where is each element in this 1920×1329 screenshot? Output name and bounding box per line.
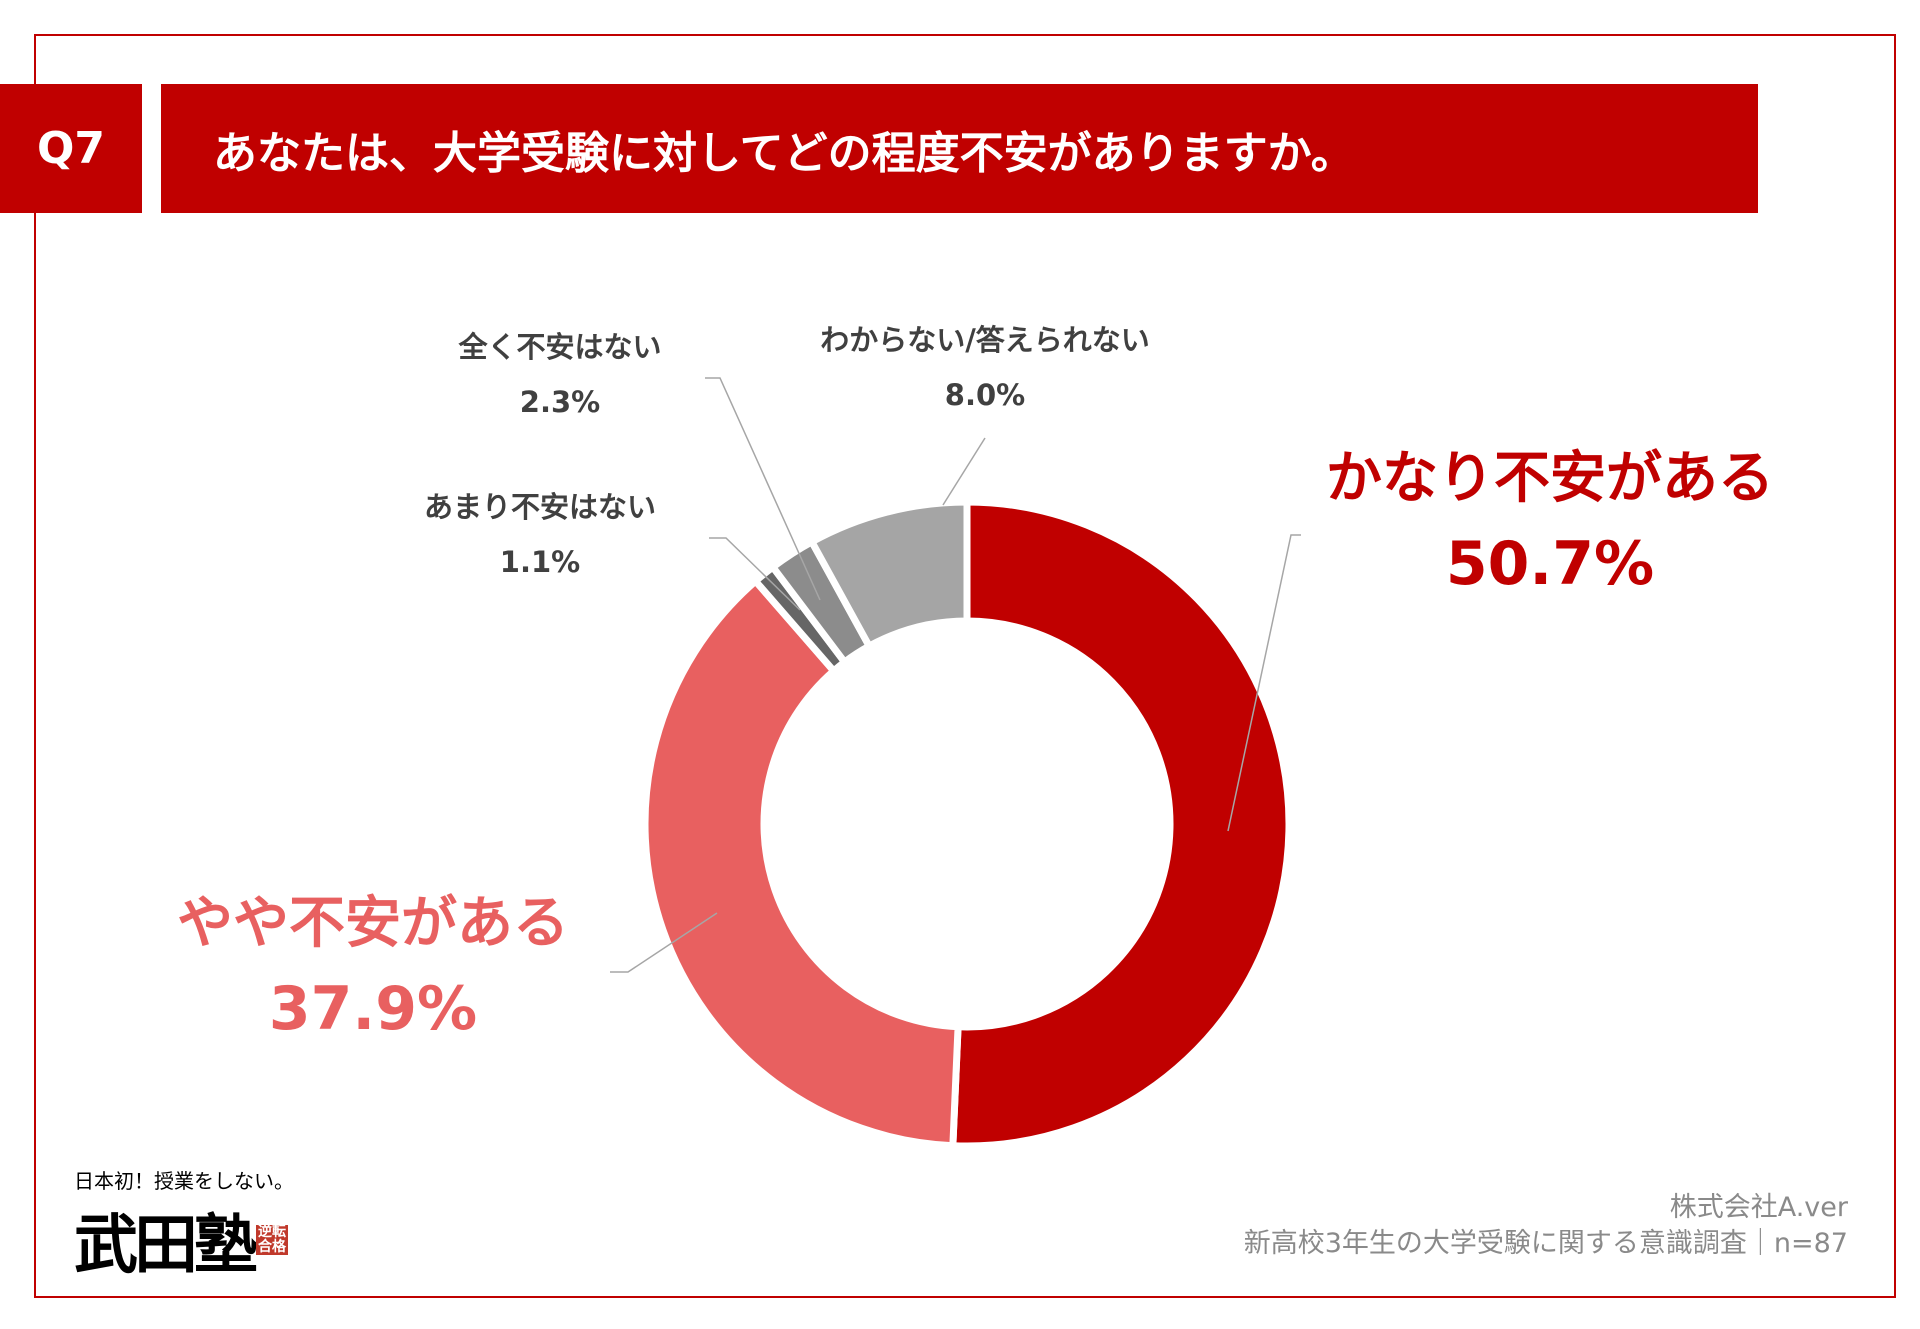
slice-value: 50.7% <box>1445 529 1655 600</box>
slide-frame <box>34 34 1896 1298</box>
leader-line-4 <box>942 437 986 506</box>
donut-slice-4 <box>807 498 971 651</box>
slice-label-3: 全く不安はない 2.3% <box>400 330 720 420</box>
slice-name: かなり不安がある <box>1326 446 1774 511</box>
slice-name: わからない/答えられない <box>820 323 1150 357</box>
slice-label-2: あまり不安はない 1.1% <box>380 490 700 580</box>
slice-name: あまり不安はない <box>423 490 656 524</box>
title-text: あなたは、大学受験に対してどの程度不安がありますか。 <box>213 127 1355 179</box>
slice-label-0: かなり不安がある 50.7% <box>1300 445 1800 600</box>
slice-label-1: やや不安がある 37.9% <box>123 890 623 1045</box>
leader-line-0 <box>1227 534 1301 832</box>
source-footer: 株式会社A.ver 新高校3年生の大学受験に関する意識調査｜n=87 <box>1244 1190 1848 1262</box>
donut-slice-1 <box>641 576 962 1150</box>
page-title: あなたは、大学受験に対してどの程度不安がありますか。 <box>161 84 1758 213</box>
leader-line-3 <box>705 377 821 601</box>
logo-tagline: 日本初！授業をしない。 <box>74 1169 294 1193</box>
brand-logo: 日本初！授業をしない。 武田塾 逆転合格 <box>74 1165 294 1286</box>
slice-value: 1.1% <box>499 544 581 579</box>
leader-line-2 <box>709 537 801 611</box>
question-number: Q7 <box>0 84 142 213</box>
slice-label-4: わからない/答えられない 8.0% <box>770 323 1200 413</box>
survey-info: 新高校3年生の大学受験に関する意識調査｜n=87 <box>1243 1228 1848 1259</box>
slice-name: やや不安がある <box>177 891 569 956</box>
slice-value: 2.3% <box>519 384 601 419</box>
slice-value: 37.9% <box>268 974 478 1045</box>
logo-name: 武田塾 <box>74 1208 258 1283</box>
slice-value: 8.0% <box>944 377 1026 412</box>
slice-name: 全く不安はない <box>458 330 662 364</box>
logo-seal: 逆転合格 <box>256 1224 288 1255</box>
leader-line-1 <box>610 912 718 973</box>
donut-slice-0 <box>949 498 1293 1150</box>
company-name: 株式会社A.ver <box>1669 1192 1848 1223</box>
